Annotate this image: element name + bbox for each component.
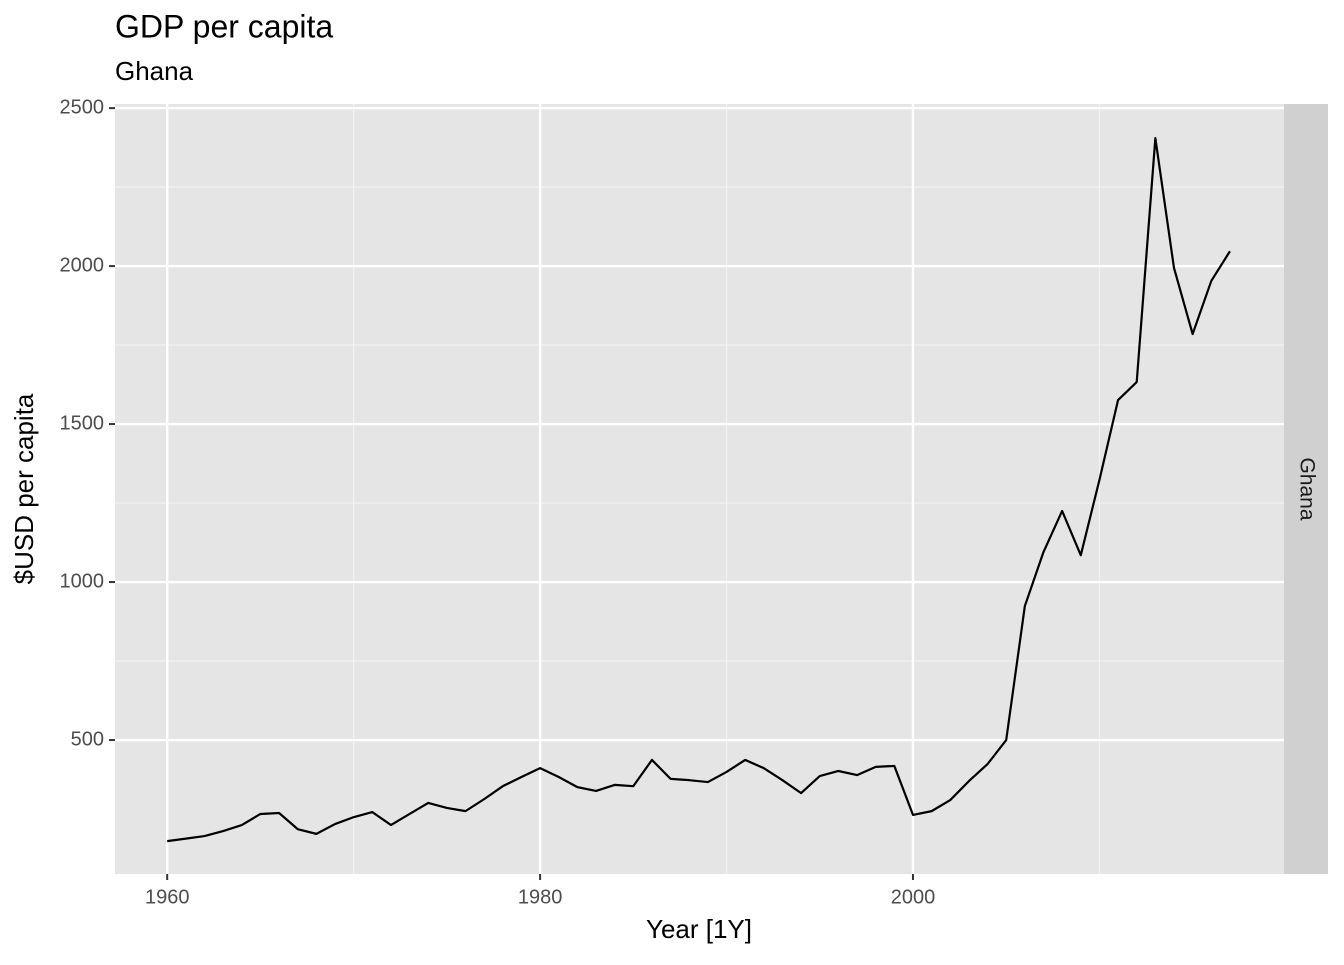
y-tick-label: 2000: [60, 254, 105, 276]
x-tick-label: 2000: [891, 886, 936, 908]
y-tick-label: 2500: [60, 96, 105, 118]
plot-panel: [115, 104, 1284, 874]
y-axis-label: $USD per capita: [9, 393, 39, 584]
y-tick-label: 1500: [60, 412, 105, 434]
x-tick-label: 1960: [145, 886, 190, 908]
facet-strip: [1284, 104, 1328, 874]
facet-label: Ghana: [1295, 457, 1318, 520]
x-tick-label: 1980: [518, 886, 563, 908]
chart-title: GDP per capita: [115, 8, 333, 44]
x-axis-label: Year [1Y]: [646, 914, 752, 944]
chart-subtitle: Ghana: [115, 56, 194, 86]
data-line: [167, 137, 1231, 843]
y-tick-label: 500: [71, 728, 104, 750]
y-tick-label: 1000: [60, 570, 105, 592]
